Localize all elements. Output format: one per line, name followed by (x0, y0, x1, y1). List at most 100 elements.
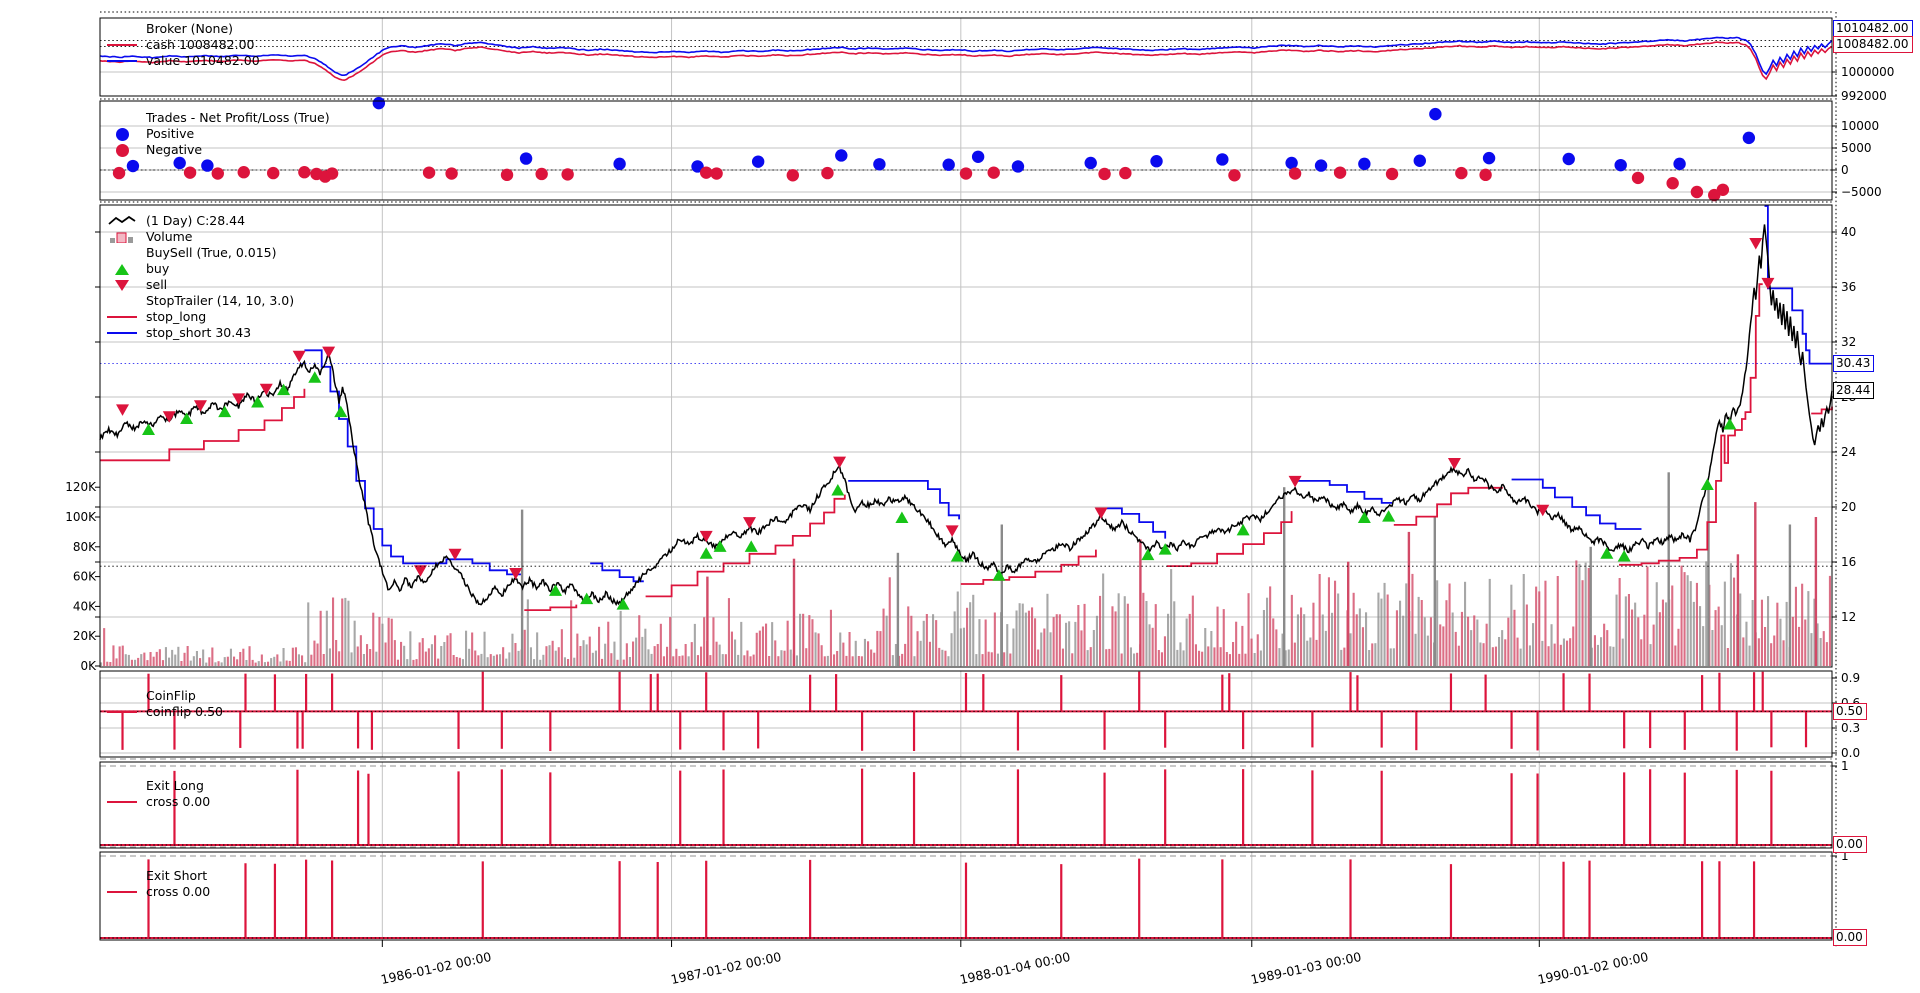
legend-exitlong-row: cross 0.00 (105, 794, 210, 810)
buy-marker (699, 547, 713, 559)
volume-bar (1201, 651, 1204, 666)
volume-bar (867, 641, 870, 666)
volume-bar (1334, 580, 1337, 666)
legend-volume-row: Volume (105, 229, 294, 245)
positive-dot-icon (115, 127, 129, 141)
volume-bar (1726, 648, 1729, 666)
volume-bar (1278, 648, 1281, 666)
volume-bar (1760, 599, 1763, 666)
volume-bar (412, 659, 415, 666)
volume-bar (1247, 593, 1250, 666)
volume-bar (511, 633, 514, 666)
cash-line-swatch (107, 43, 137, 47)
trade-dot-positive (372, 96, 386, 110)
volume-bar (1018, 603, 1021, 666)
volume-bar (1105, 649, 1108, 666)
trades-ytick-label: 10000 (1841, 119, 1879, 133)
coinflip-swatch-wrap (105, 710, 139, 714)
volume-spike-bar (1707, 487, 1710, 666)
volume-bar (700, 646, 703, 666)
legend-cash-label: cash 1008482.00 (146, 37, 255, 52)
volume-bar (953, 611, 956, 666)
volume-bar (229, 648, 232, 666)
volume-bar (1491, 647, 1494, 666)
volume-bar (650, 653, 653, 666)
volume-bar (635, 637, 638, 666)
volume-bar (282, 648, 285, 666)
volume-bar (1037, 649, 1040, 666)
volume-bar (1235, 621, 1238, 666)
volume-bar (1501, 630, 1504, 666)
volume-bar (1111, 606, 1114, 666)
volume-bar (134, 659, 137, 666)
volume-bar (1538, 591, 1541, 666)
volume-bar (771, 622, 774, 666)
volume-bar (740, 621, 743, 666)
sell-marker (1536, 504, 1550, 517)
volume-bar (851, 656, 854, 666)
volume-bar (990, 652, 993, 666)
volume-bar (1306, 640, 1309, 666)
sell-marker (945, 525, 959, 537)
volume-bar (1615, 594, 1618, 666)
volume-bar (582, 640, 585, 666)
volume-bar (1185, 618, 1188, 666)
trade-dot-positive (1011, 160, 1025, 173)
trade-dot-positive (751, 155, 765, 168)
volume-bar (387, 617, 390, 666)
volume-bar (1720, 625, 1723, 666)
volume-bar (307, 602, 310, 666)
volume-bar (1198, 650, 1201, 666)
trade-dot-negative (987, 166, 1000, 179)
volume-bar (415, 659, 418, 666)
volume-bar (260, 654, 263, 666)
volume-bar (567, 659, 570, 666)
volume-bar (1448, 583, 1451, 666)
volume-bar (1114, 611, 1117, 666)
volume-bar (610, 653, 613, 666)
volume-bar (799, 613, 802, 666)
volume-bar (1785, 601, 1788, 666)
coinflip-ytick-label: 0.9 (1841, 671, 1860, 685)
value-line-swatch-wrap (105, 59, 139, 63)
volume-bar (171, 649, 174, 666)
volume-bar (814, 632, 817, 666)
buy-marker (992, 569, 1006, 581)
trade-dot-positive (1429, 107, 1442, 121)
coinflip-lastvalue-box: 0.50 (1833, 703, 1867, 720)
volume-bar (1513, 609, 1516, 666)
volume-bar (257, 661, 260, 666)
volume-bar (1665, 602, 1668, 666)
legend-stoptrailer-title: StopTrailer (14, 10, 3.0) (146, 293, 295, 308)
volume-bar (1791, 616, 1794, 666)
stop-long-line (100, 388, 306, 462)
sell-marker (448, 548, 462, 561)
volume-bar (251, 659, 254, 666)
volume-bar (585, 644, 588, 666)
price-ytick-label: 36 (1841, 280, 1856, 294)
volume-bar (761, 626, 764, 666)
volume-bar (499, 654, 502, 666)
legend-trades: Trades - Net Profit/Loss (True) Positive… (105, 110, 330, 158)
volume-bar (378, 617, 381, 666)
volume-bar (1671, 585, 1674, 666)
broker-ytick-label: 1000000 (1841, 65, 1894, 79)
volume-bar (1123, 596, 1126, 666)
volume-bar (576, 633, 579, 666)
volume-bar (1652, 624, 1655, 666)
volume-bar (1210, 631, 1213, 666)
volume-bar (375, 651, 378, 666)
volume-bar (672, 656, 675, 666)
volume-bar (174, 654, 177, 666)
stopshort-swatch-wrap (105, 331, 139, 335)
volume-bar (1553, 643, 1556, 666)
broker-ytick-label: 992000 (1841, 89, 1887, 103)
volume-bar (690, 642, 693, 666)
buy-marker (1700, 478, 1714, 490)
volume-bar (517, 650, 520, 666)
value-line-swatch (107, 59, 137, 63)
volume-bar (845, 655, 848, 666)
volume-bar (1618, 578, 1621, 666)
sell-marker (699, 530, 713, 543)
volume-bar (477, 655, 480, 666)
